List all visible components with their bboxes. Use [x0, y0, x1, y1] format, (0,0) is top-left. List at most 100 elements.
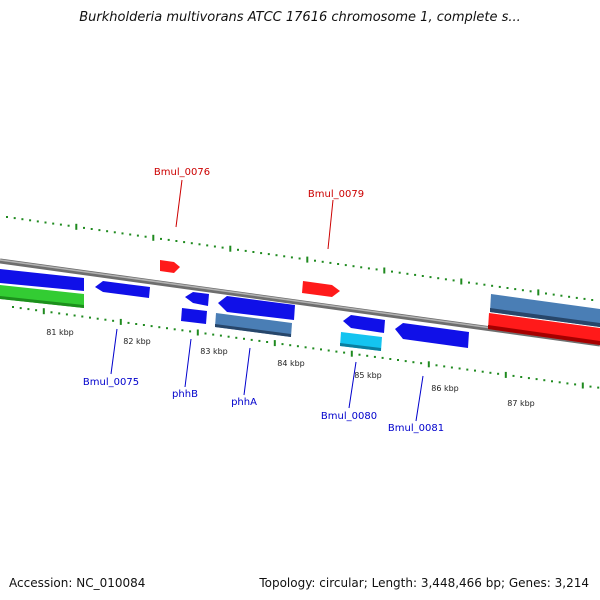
forward-ruler-major-tick: [383, 267, 386, 274]
length-value: 3,448,466 bp: [420, 576, 501, 590]
gene-label-bmul-0075[interactable]: Bmul_0075: [83, 377, 139, 388]
reverse-ruler-minor-tick: [266, 341, 269, 343]
reverse-ruler-major-tick: [119, 318, 122, 325]
reverse-ruler-minor-tick: [558, 381, 561, 384]
reverse-ruler-minor-tick: [212, 333, 215, 336]
gene-bmul-0075-feature[interactable]: [95, 281, 150, 298]
reverse-ruler-minor-tick: [512, 374, 515, 377]
reverse-ruler-major-tick: [196, 329, 199, 336]
reverse-ruler-minor-tick: [412, 361, 415, 364]
reverse-ruler-minor-tick: [520, 376, 523, 378]
gene-phha-feature[interactable]: [218, 296, 295, 320]
right-red-feature-shadow: [488, 325, 600, 345]
gene-bmul-0079-feature[interactable]: [302, 281, 340, 297]
gene-label-phhb[interactable]: phhB: [172, 389, 198, 400]
forward-ruler-minor-tick: [260, 252, 263, 255]
reverse-ruler-minor-tick: [527, 377, 530, 380]
reverse-ruler-major-tick: [427, 361, 430, 368]
forward-ruler-minor-tick: [113, 231, 116, 234]
reverse-ruler-minor-tick: [50, 311, 53, 314]
forward-ruler-minor-tick: [206, 244, 209, 247]
reverse-ruler-minor-tick: [304, 346, 307, 349]
forward-ruler-minor-tick: [506, 287, 509, 289]
forward-ruler-minor-tick: [421, 275, 424, 277]
genes-label: Genes:: [508, 576, 551, 590]
reverse-ruler-minor-tick: [112, 319, 115, 322]
forward-ruler-minor-tick: [352, 265, 355, 268]
forward-ruler-minor-tick: [129, 233, 132, 236]
gene-label-bmul-0076[interactable]: Bmul_0076: [154, 167, 210, 178]
reverse-ruler-major-tick: [42, 308, 45, 315]
forward-ruler-minor-tick: [452, 279, 455, 282]
reverse-ruler-minor-tick: [27, 308, 30, 311]
reverse-ruler-minor-tick: [474, 369, 476, 372]
reverse-ruler-major-tick: [504, 371, 507, 378]
reverse-ruler-minor-tick: [489, 371, 492, 374]
left-blue-feature[interactable]: [0, 269, 84, 291]
forward-ruler-minor-tick: [237, 248, 239, 251]
reverse-ruler-minor-tick: [589, 385, 592, 388]
gene-label-phha[interactable]: phhA: [231, 397, 257, 408]
reverse-ruler-minor-tick: [173, 328, 176, 331]
bmul-0075-connector: [110, 328, 118, 375]
reverse-ruler-minor-tick: [250, 338, 253, 341]
reverse-ruler-minor-tick: [420, 362, 423, 365]
right-steel-feature[interactable]: [490, 294, 600, 327]
gene-bmul-0076-feature[interactable]: [160, 260, 180, 273]
left-green-feature-shadow: [0, 296, 84, 308]
reverse-ruler-minor-tick: [312, 347, 315, 350]
reverse-strand-ticks: [12, 306, 600, 389]
map-title: Burkholderia multivorans ATCC 17616 chro…: [79, 10, 521, 25]
gene-bmul-0080-cyan-feature-shadow: [340, 343, 381, 351]
reverse-ruler-minor-tick: [127, 321, 130, 324]
forward-ruler-minor-tick: [183, 241, 186, 244]
reverse-ruler-minor-tick: [227, 335, 230, 338]
forward-ruler-minor-tick: [36, 220, 39, 223]
forward-ruler-minor-tick: [514, 288, 517, 291]
forward-ruler-minor-tick: [21, 218, 24, 221]
forward-ruler-minor-tick: [267, 253, 270, 256]
reverse-ruler-major-tick: [273, 340, 276, 347]
reverse-ruler-major-tick: [581, 382, 584, 389]
forward-ruler-minor-tick: [290, 256, 293, 259]
forward-ruler-minor-tick: [90, 228, 93, 230]
forward-ruler-minor-tick: [437, 277, 440, 280]
gene-phha-steel-feature[interactable]: [215, 313, 292, 337]
reverse-ruler-minor-tick: [435, 364, 438, 367]
reverse-ruler-minor-tick: [258, 339, 261, 342]
forward-ruler-minor-tick: [344, 264, 347, 267]
forward-ruler-minor-tick: [167, 238, 170, 241]
reverse-ruler-minor-tick: [81, 315, 84, 318]
forward-ruler-minor-tick: [52, 222, 55, 225]
forward-ruler-minor-tick: [283, 255, 286, 258]
reverse-ruler-minor-tick: [466, 368, 469, 371]
forward-ruler-minor-tick: [136, 234, 139, 237]
reverse-ruler-minor-tick: [481, 370, 484, 373]
forward-ruler-minor-tick: [468, 281, 470, 284]
forward-ruler-minor-tick: [106, 230, 109, 233]
gene-bmul-0080-feature[interactable]: [343, 315, 385, 333]
phha-connector: [243, 347, 251, 396]
forward-ruler-minor-tick: [121, 232, 124, 235]
forward-ruler-minor-tick: [367, 267, 370, 270]
accession-info: Accession: NC_010084: [9, 576, 145, 590]
left-green-feature[interactable]: [0, 285, 84, 308]
forward-ruler-minor-tick: [491, 284, 494, 287]
gene-label-bmul-0081[interactable]: Bmul_0081: [388, 423, 444, 434]
forward-ruler-minor-tick: [244, 249, 247, 252]
forward-ruler-minor-tick: [591, 299, 594, 301]
forward-ruler-major-tick: [152, 234, 155, 241]
reverse-ruler-minor-tick: [335, 350, 338, 353]
gene-bmul-0081-feature[interactable]: [395, 323, 469, 348]
genome-summary: Topology: circular; Length: 3,448,466 bp…: [259, 576, 589, 590]
gene-label-bmul-0080[interactable]: Bmul_0080: [321, 411, 377, 422]
gene-label-bmul-0079[interactable]: Bmul_0079: [308, 189, 364, 200]
gene-phhb-feature-top[interactable]: [185, 292, 209, 306]
forward-ruler-minor-tick: [521, 289, 524, 292]
reverse-ruler-major-tick: [350, 350, 353, 357]
forward-ruler-minor-tick: [275, 254, 278, 257]
gene-phhb-feature[interactable]: [181, 308, 207, 324]
reverse-ruler-minor-tick: [289, 344, 292, 347]
reverse-ruler-minor-tick: [320, 348, 322, 351]
